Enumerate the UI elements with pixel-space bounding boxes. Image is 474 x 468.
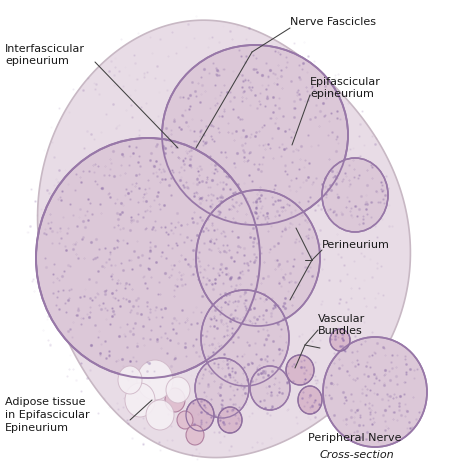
- Text: Adipose tissue
in Epifascicular
Epineurium: Adipose tissue in Epifascicular Epineuri…: [5, 397, 90, 433]
- Ellipse shape: [137, 360, 173, 400]
- Ellipse shape: [286, 355, 314, 385]
- Text: Peripheral Nerve: Peripheral Nerve: [308, 433, 401, 443]
- Ellipse shape: [330, 329, 350, 351]
- Ellipse shape: [162, 45, 348, 225]
- Ellipse shape: [146, 400, 174, 430]
- Ellipse shape: [323, 337, 427, 447]
- Text: Epifascicular
epineurium: Epifascicular epineurium: [310, 77, 381, 99]
- Text: Vascular
Bundles: Vascular Bundles: [318, 314, 365, 336]
- Text: Cross-section: Cross-section: [320, 450, 395, 460]
- Ellipse shape: [195, 358, 249, 418]
- Ellipse shape: [125, 383, 155, 417]
- Text: Interfascicular
epineurium: Interfascicular epineurium: [5, 44, 85, 66]
- Ellipse shape: [201, 290, 289, 386]
- Ellipse shape: [322, 158, 388, 232]
- Text: Perineurium: Perineurium: [322, 240, 390, 250]
- Text: Nerve Fascicles: Nerve Fascicles: [290, 17, 376, 27]
- Ellipse shape: [186, 425, 204, 445]
- Ellipse shape: [118, 366, 142, 394]
- Ellipse shape: [218, 407, 242, 433]
- Ellipse shape: [196, 190, 320, 326]
- Ellipse shape: [298, 386, 322, 414]
- Ellipse shape: [166, 377, 190, 403]
- Ellipse shape: [36, 138, 260, 378]
- Polygon shape: [37, 20, 410, 458]
- Ellipse shape: [177, 411, 193, 429]
- Ellipse shape: [250, 366, 290, 410]
- Ellipse shape: [186, 399, 214, 431]
- Ellipse shape: [165, 388, 185, 412]
